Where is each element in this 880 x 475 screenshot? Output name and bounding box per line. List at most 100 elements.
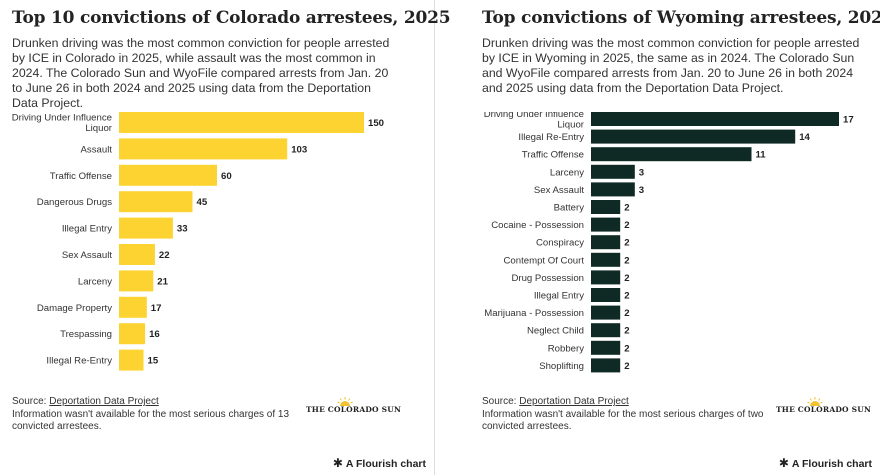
bar-category-label: Damage Property bbox=[37, 303, 112, 314]
flourish-label: A Flourish chart bbox=[791, 458, 872, 470]
bar-value-label: 2 bbox=[624, 203, 629, 214]
bar-value-label: 45 bbox=[197, 197, 208, 208]
bar-value-label: 2 bbox=[624, 361, 629, 372]
bar-row: Larceny 3 bbox=[550, 164, 644, 179]
bar-category-label: Robbery bbox=[548, 343, 584, 354]
bar-category-label: Larceny bbox=[550, 167, 584, 178]
sun-icon bbox=[337, 397, 353, 406]
bar-value-label: 3 bbox=[639, 185, 644, 196]
bar-category-label: Trespassing bbox=[60, 329, 112, 340]
bar[interactable] bbox=[591, 200, 621, 214]
bar-value-label: 150 bbox=[368, 118, 384, 129]
bar-row: Trespassing 16 bbox=[60, 323, 160, 345]
source-link[interactable]: Deportation Data Project bbox=[49, 396, 159, 407]
bar[interactable] bbox=[591, 305, 621, 320]
chart-title: Top convictions of Wyoming arrestees, 20… bbox=[482, 8, 880, 28]
bar[interactable] bbox=[119, 349, 144, 371]
bar-row: Sex Assault 3 bbox=[534, 182, 644, 197]
bar-value-label: 60 bbox=[221, 171, 232, 182]
bar-category-label: Illegal Entry bbox=[62, 224, 112, 235]
bar-row: Illegal Re-Entry 15 bbox=[46, 349, 159, 371]
chart-note: Information wasn't available for the mos… bbox=[12, 408, 290, 433]
bar[interactable] bbox=[591, 323, 621, 338]
bar-row: Traffic Offense 60 bbox=[50, 164, 232, 186]
bar[interactable] bbox=[119, 191, 193, 213]
bar-category-label: Assault bbox=[81, 144, 113, 155]
bar[interactable] bbox=[591, 182, 635, 197]
source-link[interactable]: Deportation Data Project bbox=[519, 396, 629, 407]
chart-footer: Source: Deportation Data Project Informa… bbox=[482, 396, 782, 434]
bar-value-label: 103 bbox=[291, 144, 307, 155]
bar[interactable] bbox=[119, 164, 217, 186]
bar-row: Assault 103 bbox=[81, 138, 307, 160]
bar[interactable] bbox=[119, 296, 147, 318]
bar-category-label-line: Liquor bbox=[557, 120, 584, 131]
bar[interactable] bbox=[119, 112, 364, 133]
bar-category-label: Dangerous Drugs bbox=[37, 197, 112, 208]
wyoming-panel: Top convictions of Wyoming arrestees, 20… bbox=[435, 0, 880, 475]
flourish-credit[interactable]: ✱ A Flourish chart bbox=[779, 456, 872, 470]
bar-value-label: 2 bbox=[624, 255, 629, 266]
bar[interactable] bbox=[119, 217, 173, 239]
bar-category-label: Traffic Offense bbox=[522, 150, 584, 161]
bar[interactable] bbox=[591, 252, 621, 267]
bar[interactable] bbox=[591, 112, 839, 126]
bar-row: Battery 2 bbox=[554, 200, 630, 214]
source-line: Source: Deportation Data Project bbox=[12, 396, 302, 409]
bar[interactable] bbox=[591, 129, 796, 144]
bar-category-label: Sex Assault bbox=[62, 250, 112, 261]
bar-row: Damage Property 17 bbox=[37, 296, 162, 318]
bar[interactable] bbox=[119, 138, 288, 160]
bar[interactable] bbox=[119, 244, 155, 265]
bar-category-label: Battery bbox=[554, 203, 585, 214]
bar[interactable] bbox=[119, 323, 146, 345]
bar-category-label: Sex Assault bbox=[534, 185, 584, 196]
bar-value-label: 11 bbox=[756, 150, 767, 161]
bar-category-label: Driving Under Influence Liquor bbox=[484, 112, 585, 131]
bar-row: Driving Under Influence Liquor 17 bbox=[484, 112, 854, 131]
bar-row: Neglect Child 2 bbox=[527, 323, 630, 338]
bar[interactable] bbox=[591, 288, 621, 302]
bar-value-label: 33 bbox=[177, 224, 188, 235]
bar-category-label: Neglect Child bbox=[527, 326, 584, 337]
bar[interactable] bbox=[591, 235, 621, 250]
bar-category-label: Traffic Offense bbox=[50, 171, 112, 182]
colorado-sun-logo: THE COLORADO SUN bbox=[776, 397, 871, 414]
bar[interactable] bbox=[591, 147, 752, 162]
bar[interactable] bbox=[591, 217, 621, 232]
bar-value-label: 3 bbox=[639, 167, 644, 178]
logo-text: THE COLORADO SUN bbox=[306, 405, 402, 414]
flourish-label: A Flourish chart bbox=[345, 458, 426, 470]
wyoming-bar-chart: Driving Under Influence Liquor 17 Illegal R… bbox=[484, 112, 854, 373]
colorado-sun-logo: THE COLORADO SUN bbox=[306, 397, 402, 414]
bar[interactable] bbox=[591, 164, 635, 179]
source-line: Source: Deportation Data Project bbox=[482, 396, 782, 409]
chart-subtitle: Drunken driving was the most common conv… bbox=[482, 36, 860, 95]
bar[interactable] bbox=[591, 358, 621, 373]
colorado-panel: Top 10 convictions of Colorado arrestees… bbox=[0, 0, 451, 475]
bar-category-label-line: Driving Under Influence bbox=[484, 112, 584, 120]
bar-row: Shoplifting 2 bbox=[539, 358, 630, 373]
bar[interactable] bbox=[591, 340, 621, 355]
bar-value-label: 17 bbox=[151, 303, 162, 314]
bar-row: Marijuana - Possession 2 bbox=[484, 305, 630, 320]
bar-row: Illegal Entry 2 bbox=[534, 288, 630, 302]
bar-category-label: Contempt Of Court bbox=[503, 255, 584, 266]
bar[interactable] bbox=[119, 270, 154, 292]
bar-category-label: Larceny bbox=[78, 276, 112, 287]
panel-divider bbox=[434, 0, 435, 475]
bar-value-label: 15 bbox=[148, 356, 159, 367]
sun-icon bbox=[807, 397, 823, 406]
flourish-credit[interactable]: ✱ A Flourish chart bbox=[333, 456, 426, 470]
bar-value-label: 16 bbox=[149, 329, 160, 340]
bar-row: Illegal Entry 33 bbox=[62, 217, 188, 239]
bar-row: Larceny 21 bbox=[78, 270, 169, 292]
bar[interactable] bbox=[591, 270, 621, 285]
bar-value-label: 17 bbox=[843, 115, 854, 126]
bar-row: Contempt Of Court 2 bbox=[503, 252, 630, 267]
bar-row: Dangerous Drugs 45 bbox=[37, 191, 208, 213]
bar-category-label: Illegal Re-Entry bbox=[518, 132, 584, 143]
bar-category-label: Illegal Entry bbox=[534, 291, 584, 302]
chart-footer: Source: Deportation Data Project Informa… bbox=[12, 396, 302, 434]
bar-row: Sex Assault 22 bbox=[62, 244, 170, 265]
